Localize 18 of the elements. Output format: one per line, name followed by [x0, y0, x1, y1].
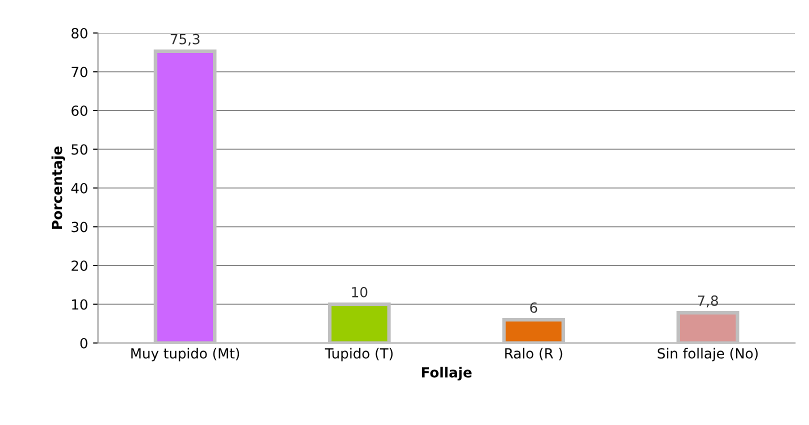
y-tick-label: 60	[72, 105, 88, 116]
x-tick-label: Sin follaje (No)	[658, 348, 758, 362]
data-label: 6	[530, 302, 538, 313]
y-tick-label: 30	[72, 222, 88, 232]
x-tick-label: Ralo (R )	[505, 348, 562, 360]
y-tick-label: 80	[72, 28, 88, 38]
x-tick-label: Muy tupido (Mt)	[131, 348, 240, 362]
y-tick-label: 50	[72, 144, 88, 155]
y-tick-label: 40	[71, 182, 88, 194]
x-tick-label: Tupido (T)	[324, 348, 393, 362]
y-axis-title: Porcentaje	[52, 146, 66, 229]
data-label: 10	[352, 286, 368, 298]
y-tick-label: 70	[72, 66, 88, 78]
y-tick-label: 20	[72, 260, 88, 271]
y-tick-label: 0	[80, 338, 88, 348]
x-axis-title: Follaje	[422, 366, 472, 380]
data-label: 75,3	[170, 34, 200, 46]
y-tick-label: 10	[72, 299, 88, 310]
